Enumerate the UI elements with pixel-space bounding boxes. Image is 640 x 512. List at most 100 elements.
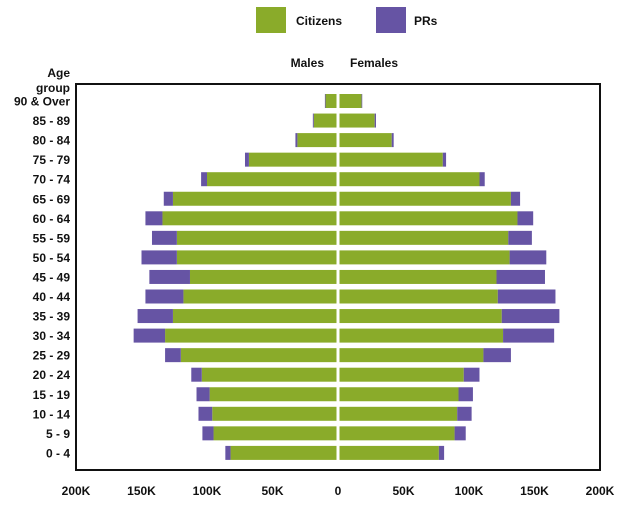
bar-males-prs-15-19 (196, 387, 210, 402)
bar-females-citizens-15-19 (338, 387, 459, 402)
bar-males-prs-20-24 (191, 367, 202, 382)
bar-males-prs-0-4 (225, 445, 231, 460)
bar-males-citizens-25-29 (180, 348, 338, 363)
bar-males-prs-35-39 (137, 309, 173, 324)
category-label-40-44: 40 - 44 (33, 290, 71, 304)
bar-females-prs-35-39 (501, 309, 560, 324)
bar-females-citizens-40-44 (338, 289, 498, 304)
category-label-0-4: 0 - 4 (46, 446, 70, 460)
bar-males-prs-50-54 (141, 250, 177, 265)
category-labels: 90 & Over 85 - 89 80 - 84 75 - 79 70 - 74 65 … (14, 95, 70, 461)
category-label-45-49: 45 - 49 (33, 270, 71, 284)
bar-females-citizens-35-39 (338, 309, 502, 324)
bar-females-citizens-50-54 (338, 250, 510, 265)
x-tick-label-200k: 200K (62, 484, 91, 498)
legend: Citizens PRs (256, 7, 438, 33)
bar-males-citizens-75-79 (248, 152, 338, 167)
bar-males-prs-65-69 (163, 191, 173, 206)
bar-males-citizens-20-24 (201, 367, 338, 382)
bar-males-citizens-45-49 (189, 269, 338, 284)
category-label-90-over: 90 & Over (14, 95, 70, 109)
category-label-20-24: 20 - 24 (33, 368, 71, 382)
bar-females-prs-50-54 (509, 250, 547, 265)
bar-females-prs-60-64 (517, 211, 534, 226)
bar-females-citizens-45-49 (338, 269, 497, 284)
bar-females-citizens-75-79 (338, 152, 443, 167)
bar-females-prs-80-84 (391, 133, 394, 148)
side-headers: Males Females (291, 56, 399, 70)
bar-females-prs-55-59 (508, 230, 532, 245)
bar-females-prs-20-24 (463, 367, 480, 382)
bars (133, 94, 560, 460)
bar-males-citizens-90-over (325, 94, 338, 108)
x-tick-labels: 200K 150K 100K 50K 0 50K 100K 150K 200K (62, 484, 615, 498)
bar-females-prs-85-89 (374, 113, 376, 128)
category-label-85-89: 85 - 89 (33, 114, 71, 128)
x-tick-label-200k: 200K (586, 484, 615, 498)
bar-females-citizens-10-14 (338, 406, 458, 421)
side-label-right: Females (350, 56, 398, 70)
legend-label-citizens: Citizens (296, 14, 342, 28)
category-label-75-79: 75 - 79 (33, 153, 71, 167)
bar-females-citizens-20-24 (338, 367, 464, 382)
x-tick-label-0: 0 (335, 484, 342, 498)
legend-label-prs: PRs (414, 14, 438, 28)
bar-males-prs-55-59 (151, 230, 177, 245)
category-label-70-74: 70 - 74 (33, 173, 71, 187)
bar-males-prs-5-9 (202, 426, 214, 441)
x-tick-label-100k: 100K (193, 484, 222, 498)
bar-males-citizens-70-74 (207, 172, 338, 187)
bar-females-citizens-80-84 (338, 133, 392, 148)
bar-males-citizens-35-39 (172, 309, 338, 324)
bar-males-citizens-50-54 (176, 250, 338, 265)
bar-females-citizens-85-89 (338, 113, 375, 128)
category-label-60-64: 60 - 64 (33, 212, 71, 226)
bar-females-prs-90-over (361, 94, 363, 108)
bar-males-citizens-65-69 (172, 191, 338, 206)
legend-swatch-citizens (256, 7, 286, 33)
bar-males-prs-75-79 (244, 152, 249, 167)
bar-females-citizens-90-over (338, 94, 362, 108)
y-axis-label-text: Age group (36, 66, 70, 95)
x-tick-label-50k: 50K (392, 484, 414, 498)
bar-males-citizens-55-59 (176, 230, 338, 245)
bar-males-prs-30-34 (133, 328, 166, 343)
bar-males-citizens-10-14 (212, 406, 338, 421)
bar-females-prs-10-14 (457, 406, 472, 421)
plot-frame (75, 83, 601, 471)
bar-females-prs-25-29 (483, 348, 511, 363)
bar-males-citizens-85-89 (313, 113, 338, 128)
bar-males-prs-80-84 (295, 133, 298, 148)
bar-males-prs-25-29 (165, 348, 181, 363)
bar-females-citizens-65-69 (338, 191, 511, 206)
bar-males-citizens-15-19 (209, 387, 338, 402)
y-axis-label-word: group (36, 81, 70, 95)
bar-females-prs-65-69 (510, 191, 521, 206)
category-label-55-59: 55 - 59 (33, 231, 71, 245)
y-axis-label: Age group (36, 66, 70, 95)
category-label-80-84: 80 - 84 (33, 134, 71, 148)
x-tick-label-50k: 50K (261, 484, 283, 498)
bar-females-citizens-55-59 (338, 230, 509, 245)
bar-males-prs-90-over (324, 94, 326, 108)
bar-females-citizens-0-4 (338, 445, 439, 460)
bar-males-citizens-0-4 (230, 445, 338, 460)
bar-males-prs-45-49 (149, 269, 190, 284)
bar-females-citizens-5-9 (338, 426, 455, 441)
bar-females-citizens-70-74 (338, 172, 480, 187)
category-label-15-19: 15 - 19 (33, 388, 71, 402)
x-tick-label-150k: 150K (127, 484, 156, 498)
bar-females-prs-40-44 (497, 289, 556, 304)
legend-swatch-prs (376, 7, 406, 33)
bar-males-prs-40-44 (145, 289, 184, 304)
bar-males-prs-10-14 (198, 406, 213, 421)
bar-males-citizens-80-84 (297, 133, 338, 148)
bar-males-citizens-40-44 (183, 289, 338, 304)
bar-males-citizens-5-9 (213, 426, 338, 441)
y-axis-label-word: Age (47, 66, 70, 80)
category-label-35-39: 35 - 39 (33, 310, 71, 324)
bar-females-prs-5-9 (454, 426, 466, 441)
category-label-10-14: 10 - 14 (33, 407, 71, 421)
